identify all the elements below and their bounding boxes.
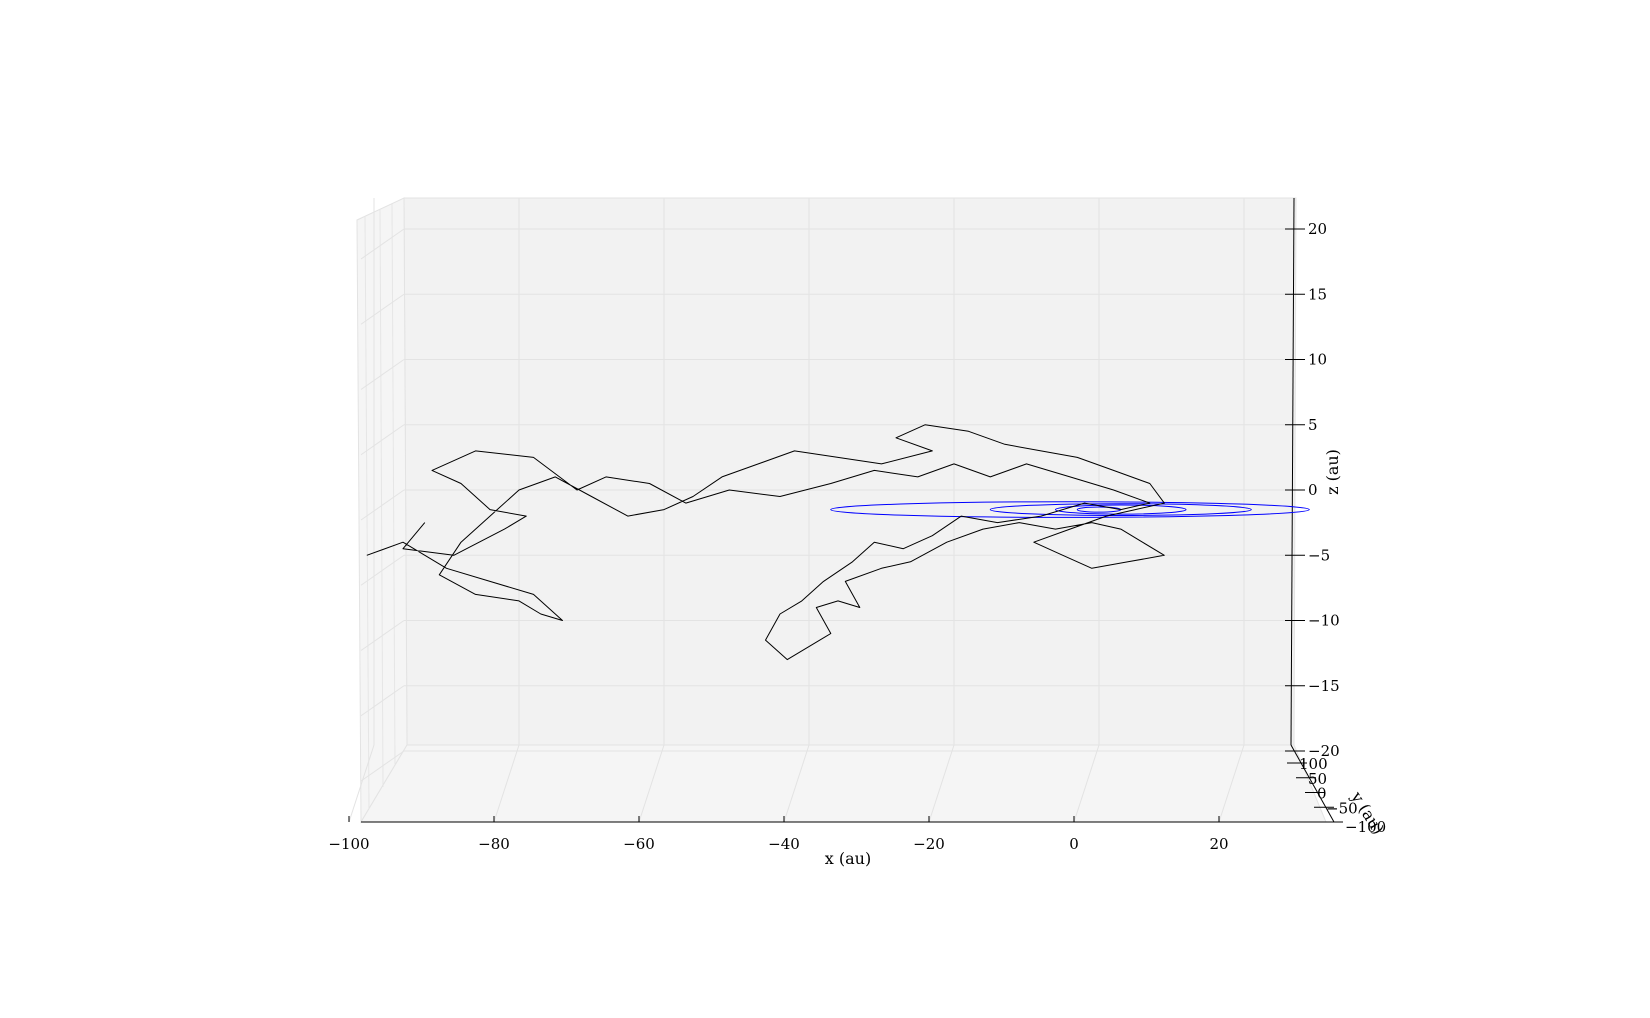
orbit-ellipse xyxy=(830,501,1310,518)
x-axis-title: x (au) xyxy=(825,849,871,868)
orbit-ellipse xyxy=(1055,504,1187,515)
depth-edge-line xyxy=(379,208,384,788)
y-tick-label: 100 xyxy=(1299,755,1328,773)
tick-marks xyxy=(348,228,1343,823)
back-wall xyxy=(403,197,1297,746)
z-tick-label: 5 xyxy=(1308,416,1318,434)
depth-edge-line xyxy=(391,203,396,766)
z-tick-label: 0 xyxy=(1308,481,1318,499)
tick-labels: −100 −80 −60 −40 −20 0 2020151050−5−10−15−2010… xyxy=(328,220,1386,853)
x-floor-grid-line xyxy=(1218,744,1245,823)
z-side-grid-line xyxy=(360,424,405,456)
x-floor-grid-line xyxy=(783,744,810,823)
y-tick-label: 0 xyxy=(1317,785,1327,803)
z-side-grid-line xyxy=(360,685,405,717)
z-tick-label: −5 xyxy=(1308,546,1330,564)
y-tick-label: −100 xyxy=(1345,818,1386,836)
z-tick-label: 10 xyxy=(1308,351,1327,369)
x-tick-label: 20 xyxy=(1209,835,1228,853)
orbit-series xyxy=(830,501,1310,518)
trajectory-series xyxy=(366,424,1165,661)
x-floor-grid-line xyxy=(638,744,665,823)
z-side-grid-line xyxy=(360,228,405,260)
x-floor-grid-line xyxy=(1073,744,1100,823)
axes xyxy=(361,197,1335,823)
z-side-grid-line xyxy=(360,554,405,586)
orbit-ellipse xyxy=(989,503,1252,516)
z-tick-label: 15 xyxy=(1308,285,1327,303)
z-tick-label: −15 xyxy=(1308,677,1340,695)
x-tick-label: −20 xyxy=(913,835,945,853)
z-side-grid-line xyxy=(360,750,405,782)
y-tick-label: −50 xyxy=(1326,799,1358,817)
z-side-grid-line xyxy=(360,293,405,325)
z-tick-label: 20 xyxy=(1308,220,1327,238)
z-tick-label: −10 xyxy=(1308,612,1340,630)
z-axis-title: z (au) xyxy=(1323,449,1342,495)
x-tick-label: −40 xyxy=(768,835,800,853)
x-floor-grid-line xyxy=(348,744,375,823)
z-axis-line xyxy=(1290,197,1295,746)
z-tick-label: −20 xyxy=(1308,742,1340,760)
floor-pane xyxy=(360,744,1327,823)
y-tick-label: 50 xyxy=(1308,770,1327,788)
z-side-grid-line xyxy=(360,620,405,651)
x-floor-grid-line xyxy=(928,744,955,823)
x-floor-grid-line xyxy=(493,744,520,823)
trajectory-line xyxy=(366,424,1165,661)
x-tick-label: −80 xyxy=(478,835,510,853)
back-pane xyxy=(356,197,1327,824)
x-tick-label: 0 xyxy=(1069,835,1079,853)
y-axis-line xyxy=(1290,744,1335,823)
z-side-grid-line xyxy=(360,359,405,390)
x-tick-label: −100 xyxy=(328,835,369,853)
grid-lines xyxy=(348,198,1294,823)
x-tick-label: −60 xyxy=(623,835,655,853)
z-side-grid-line xyxy=(360,489,405,521)
